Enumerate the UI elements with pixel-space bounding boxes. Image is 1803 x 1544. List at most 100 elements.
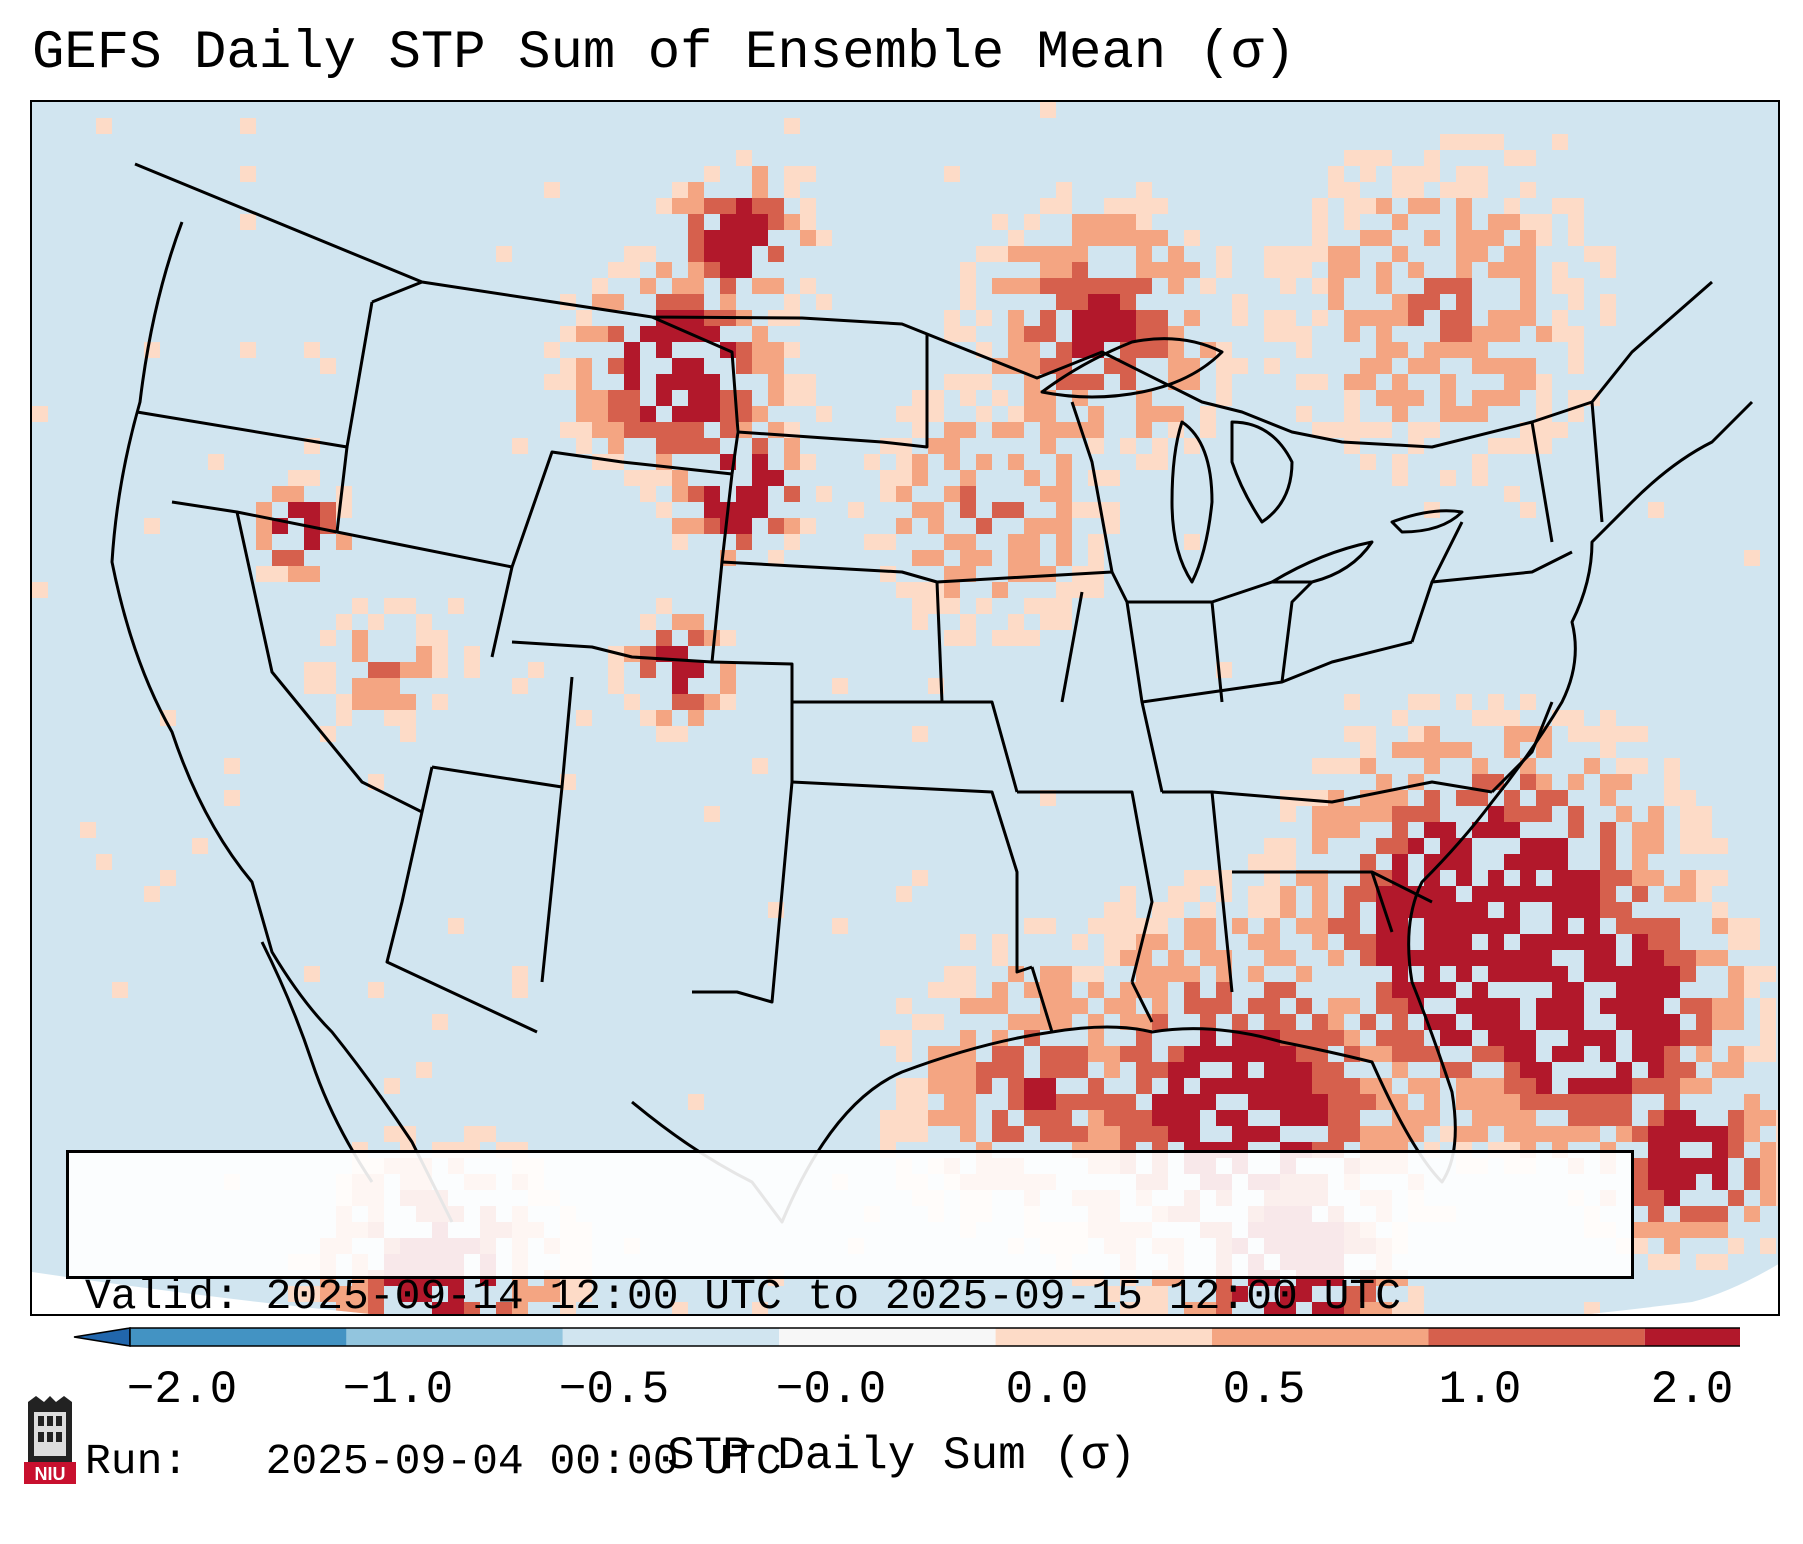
stp-cell xyxy=(1168,950,1184,966)
stp-cell xyxy=(1312,1030,1328,1046)
stp-cell xyxy=(1408,806,1424,822)
stp-cell xyxy=(1456,694,1472,710)
stp-cell xyxy=(1744,1158,1760,1174)
stp-cell xyxy=(1616,1094,1632,1110)
stp-cell xyxy=(1248,902,1264,918)
stp-cell xyxy=(1744,982,1760,998)
stp-cell xyxy=(656,294,672,310)
stp-cell xyxy=(704,502,720,518)
stp-cell xyxy=(1184,1062,1200,1078)
stp-cell xyxy=(832,678,848,694)
stp-cell xyxy=(1472,886,1488,902)
stp-cell xyxy=(1264,902,1280,918)
stp-cell xyxy=(1008,230,1024,246)
stp-cell xyxy=(1456,278,1472,294)
stp-cell xyxy=(1088,918,1104,934)
stp-cell xyxy=(1520,934,1536,950)
stp-cell xyxy=(496,1302,512,1314)
stp-cell xyxy=(1712,918,1728,934)
stp-cell xyxy=(1648,934,1664,950)
stp-cell xyxy=(736,246,752,262)
stp-cell xyxy=(1312,198,1328,214)
colorbar-label: STP Daily Sum (σ) xyxy=(666,1430,1137,1482)
stp-cell xyxy=(1072,310,1088,326)
stp-cell xyxy=(1680,1078,1696,1094)
stp-cell xyxy=(768,214,784,230)
stp-cell xyxy=(768,470,784,486)
run-time-text: Run: 2025-09-04 00:00 UTC xyxy=(85,1437,782,1486)
stp-cell xyxy=(1504,374,1520,390)
stp-cell xyxy=(1472,774,1488,790)
stp-cell xyxy=(1008,326,1024,342)
stp-cell xyxy=(336,710,352,726)
stp-cell xyxy=(1632,870,1648,886)
stp-cell xyxy=(576,422,592,438)
stp-cell xyxy=(1648,1206,1664,1222)
stp-cell xyxy=(1344,1078,1360,1094)
stp-cell xyxy=(1344,934,1360,950)
stp-cell xyxy=(944,630,960,646)
stp-cell xyxy=(1504,358,1520,374)
stp-cell xyxy=(272,566,288,582)
stp-cell xyxy=(1360,758,1376,774)
stp-cell xyxy=(880,438,896,454)
stp-cell xyxy=(720,278,736,294)
stp-cell xyxy=(1264,358,1280,374)
stp-cell xyxy=(1072,582,1088,598)
stp-cell xyxy=(1008,1126,1024,1142)
west-coast xyxy=(110,221,454,1223)
stp-cell xyxy=(96,854,112,870)
stp-cell xyxy=(1280,1094,1296,1110)
stp-cell xyxy=(1136,310,1152,326)
stp-cell xyxy=(1008,454,1024,470)
stp-cell xyxy=(1280,886,1296,902)
stp-cell xyxy=(1440,918,1456,934)
stp-cell xyxy=(960,998,976,1014)
stp-cell xyxy=(1392,454,1408,470)
stp-cell xyxy=(1664,774,1680,790)
stp-cell xyxy=(1072,246,1088,262)
stp-cell xyxy=(912,422,928,438)
stp-cell xyxy=(1296,326,1312,342)
stp-cell xyxy=(1760,1030,1776,1046)
stp-cell xyxy=(1536,1126,1552,1142)
stp-cell xyxy=(1456,870,1472,886)
stp-cell xyxy=(1504,262,1520,278)
stp-cell xyxy=(1216,1078,1232,1094)
stp-cell xyxy=(944,454,960,470)
stp-cell xyxy=(1152,342,1168,358)
stp-cell xyxy=(928,1078,944,1094)
stp-cell xyxy=(1264,1126,1280,1142)
valid-run-info-box: Valid: 2025-09-14 12:00 UTC to 2025-09-1… xyxy=(66,1150,1634,1486)
stp-cell xyxy=(1648,1158,1664,1174)
stp-cell xyxy=(1136,342,1152,358)
stp-cell xyxy=(1504,1110,1520,1126)
stp-cell xyxy=(1408,726,1424,742)
stp-cell xyxy=(1024,246,1040,262)
stp-cell xyxy=(1504,438,1520,454)
stp-cell xyxy=(1696,1046,1712,1062)
stp-cell xyxy=(1280,310,1296,326)
stp-cell xyxy=(1600,870,1616,886)
stp-cell xyxy=(336,486,352,502)
stp-cell xyxy=(1328,758,1344,774)
stp-cell xyxy=(1152,918,1168,934)
stp-cell xyxy=(992,630,1008,646)
stp-cell xyxy=(1408,1126,1424,1142)
stp-cell xyxy=(1536,214,1552,230)
stp-cell xyxy=(672,278,688,294)
stp-cell xyxy=(1536,934,1552,950)
stp-cell xyxy=(1344,726,1360,742)
stp-cell xyxy=(1440,374,1456,390)
stp-cell xyxy=(1680,838,1696,854)
stp-cell xyxy=(1760,1046,1776,1062)
stp-cell xyxy=(1664,1094,1680,1110)
stp-cell xyxy=(1392,1030,1408,1046)
lake-huron xyxy=(1230,420,1294,524)
stp-cell xyxy=(1040,982,1056,998)
niu-logo: NIU xyxy=(24,1396,76,1484)
stp-cell xyxy=(880,470,896,486)
stp-cell xyxy=(1488,1030,1504,1046)
stp-cell xyxy=(960,1030,976,1046)
stp-cell xyxy=(1040,566,1056,582)
